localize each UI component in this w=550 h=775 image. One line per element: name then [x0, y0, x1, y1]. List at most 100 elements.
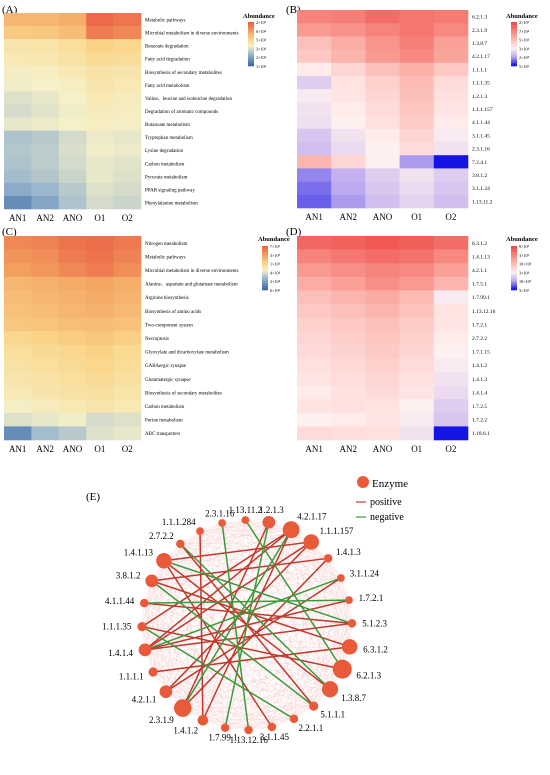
heat-cell	[331, 62, 366, 77]
heat-row-label: 2.3.1.9	[472, 28, 487, 34]
heat-cell	[4, 169, 32, 184]
panel-d-column-labels: AN1 AN2 ANO O1 O2	[305, 444, 456, 454]
heat-cell	[399, 23, 435, 37]
legend-swatch	[511, 260, 517, 263]
heat-cell	[365, 10, 400, 24]
heat-row-label: 1.1.1.157	[472, 107, 493, 113]
panel-d-legend-title: Abundance	[506, 236, 538, 243]
heat-cell	[433, 399, 469, 414]
heat-cell	[31, 65, 60, 79]
legend-swatch	[511, 253, 517, 256]
faint-edge	[271, 529, 292, 728]
network-node-label: 3.1.1.24	[350, 569, 380, 579]
faint-edge	[271, 541, 312, 728]
legend-swatch	[511, 33, 517, 36]
heat-cell	[399, 49, 435, 64]
heat-cell	[58, 290, 87, 305]
panel-d: (D) 6.3.1.2 1.4.1.13 4.2.1.1 1.7.5.1 1.7.99.…	[286, 226, 538, 454]
heat-cell	[331, 115, 366, 130]
heat-cell	[365, 168, 400, 182]
heat-row-label: 1.3.8.7	[472, 41, 487, 47]
legend-swatch	[511, 251, 517, 254]
heat-cell	[4, 412, 32, 427]
heat-row-label: Degradation of aromatic compounds	[145, 110, 218, 115]
heat-cell	[399, 385, 435, 400]
heat-column-label: AN2	[36, 444, 54, 454]
legend-swatch	[248, 44, 254, 46]
heat-row-label: Fatty acid metabolism	[145, 84, 190, 89]
legend-swatch	[262, 278, 268, 281]
faint-edge	[248, 668, 343, 731]
heat-cell	[113, 399, 142, 414]
heat-cell	[331, 276, 366, 291]
heat-cell	[58, 276, 87, 291]
heat-cell	[365, 399, 400, 414]
heat-row-label: Lysine degradation	[145, 149, 184, 154]
heat-cell	[331, 358, 366, 373]
panel-c-row-labels: Nitrogen metabolism Metabolic pathways Mic…	[145, 242, 239, 437]
heat-cell	[331, 181, 366, 196]
heat-cell	[58, 317, 87, 332]
network-node-label: 1.1.1.1	[119, 672, 144, 682]
faint-edge	[151, 580, 350, 601]
network-node	[345, 596, 353, 605]
faint-edge	[245, 519, 273, 728]
network-node	[173, 699, 192, 717]
heat-cell	[4, 65, 32, 79]
heat-cell	[113, 372, 142, 386]
faint-edge	[293, 623, 353, 720]
heat-row-label: 3.8.1.2	[472, 173, 487, 179]
panel-c-legend-title: Abundance	[258, 236, 290, 243]
heat-cell	[31, 117, 60, 131]
network-node	[267, 722, 277, 732]
heat-cell	[31, 52, 60, 66]
faint-edge	[163, 522, 223, 561]
faint-edge	[163, 519, 246, 561]
legend-tick-label: 3×10³	[519, 288, 530, 293]
legend-swatch	[262, 270, 268, 273]
heat-cell	[86, 331, 114, 346]
heat-cell	[4, 156, 32, 171]
heat-column-label: O1	[411, 212, 422, 222]
legend-swatch	[511, 26, 517, 29]
legend-swatch	[262, 256, 268, 259]
faint-edge	[152, 671, 203, 721]
heat-column-label: O2	[445, 444, 456, 454]
heat-cell	[365, 290, 400, 305]
heat-cell	[31, 385, 60, 400]
heat-cell	[113, 263, 142, 278]
panel-b-row-labels: 6.2.1.3 2.3.1.9 1.3.8.7 4.2.1.17 1.1.1.1 1.1.…	[472, 15, 493, 206]
network-node-label: 5.1.2.3	[362, 618, 387, 628]
heat-row-label: Microbial metabolism in diverse environm…	[145, 32, 239, 37]
legend-swatch	[511, 248, 517, 251]
heat-cell	[113, 385, 142, 400]
network-node	[347, 619, 357, 628]
heat-column-label: O2	[445, 212, 456, 222]
faint-edge	[141, 626, 331, 690]
faint-edge	[222, 522, 292, 530]
heat-cell	[86, 412, 114, 427]
heat-cell	[4, 358, 32, 373]
heat-row-label: ABC transporters	[145, 432, 180, 437]
heat-column-label: ANO	[373, 444, 393, 454]
heat-cell	[4, 130, 32, 144]
network-node	[196, 527, 204, 535]
network-node-label: 4.1.1.44	[105, 596, 135, 606]
heat-cell	[331, 23, 366, 37]
network-node	[321, 681, 339, 698]
network-node-label: 1.7.99.1	[208, 733, 237, 743]
heat-cell	[4, 372, 32, 386]
faint-edge	[202, 720, 272, 728]
legend-swatch	[511, 246, 517, 248]
heat-row-label: 2.7.2.2	[472, 336, 487, 342]
heat-cell	[113, 143, 142, 158]
legend-swatch	[511, 54, 517, 57]
network-node	[140, 598, 149, 608]
legend-swatch	[511, 262, 517, 264]
faint-edge	[182, 599, 350, 709]
heat-cell	[365, 194, 400, 209]
heat-cell	[31, 412, 60, 427]
heat-cell	[113, 130, 142, 144]
positive-edge	[163, 541, 312, 562]
network-node-label: 1.4.1.3	[336, 547, 361, 557]
